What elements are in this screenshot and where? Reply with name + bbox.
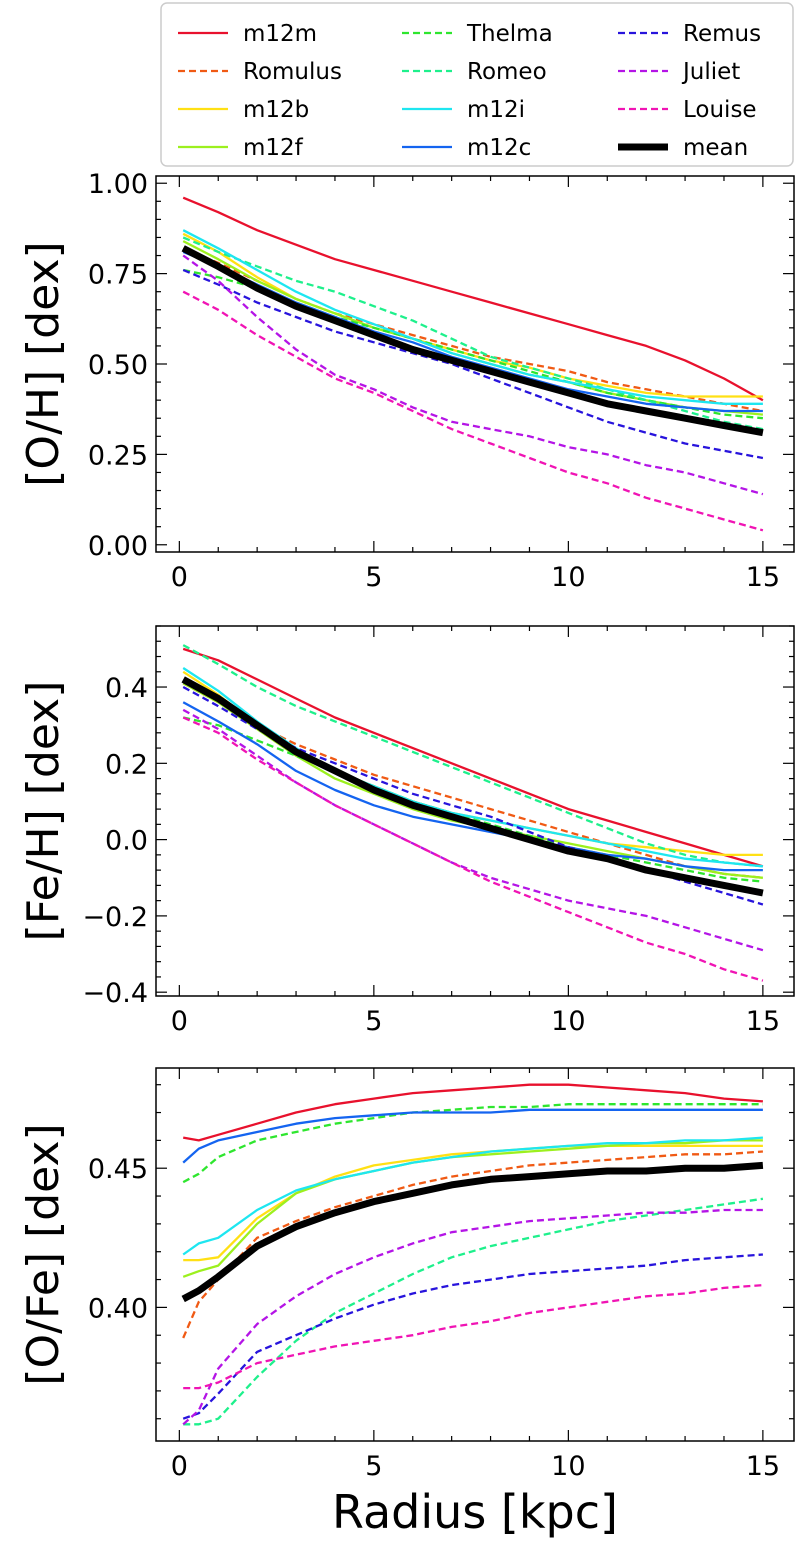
series-layer: [181, 644, 764, 982]
y-tick-label: 0.25: [88, 440, 148, 471]
legend-entry-romulus: Romulus: [178, 59, 342, 85]
x-tick-label: 15: [746, 1451, 780, 1482]
legend-label: mean: [683, 135, 748, 161]
series-line-m12f: [182, 682, 764, 879]
legend-label: Louise: [683, 97, 757, 123]
series-line-louise: [182, 290, 764, 532]
x-tick-label: 10: [551, 1451, 585, 1482]
series-line-romulus: [182, 247, 764, 413]
x-tick-label: 10: [551, 1006, 585, 1037]
legend-label: m12m: [243, 21, 317, 47]
legend-label: m12i: [467, 97, 525, 123]
series-line-thelma: [182, 716, 764, 883]
axes-frame: [155, 1067, 795, 1442]
series-line-juliet: [182, 1208, 763, 1426]
series-line-m12b: [183, 1144, 763, 1262]
panel-2: 0 5 10 15 −0.4 −0.2 0.0 0.2 0.4 [Fe/H] [dex]: [18, 625, 795, 1037]
series-line-romulus: [182, 1150, 763, 1339]
axes-frame: [155, 625, 795, 997]
legend-entry-m12m: m12m: [178, 21, 317, 47]
series-line-m12m: [182, 196, 764, 402]
legend-entry-m12b: m12b: [178, 97, 309, 123]
series-line-juliet: [182, 708, 764, 952]
legend-label: m12c: [467, 135, 531, 161]
series-line-m12m: [182, 647, 764, 868]
y-tick-label: 0.0: [105, 826, 148, 857]
x-tick-label: 15: [746, 1006, 780, 1037]
series-line-louise: [183, 1283, 763, 1390]
legend-entry-romeo: Romeo: [402, 59, 547, 85]
legend-entry-thelma: Thelma: [402, 21, 553, 47]
series-layer: [181, 196, 764, 532]
series-line-romeo: [183, 1197, 764, 1426]
series-line-m12c: [182, 701, 763, 872]
series-line-mean: [181, 245, 764, 437]
series-line-m12c: [182, 1108, 763, 1164]
series-line-remus: [182, 268, 764, 460]
y-tick-label: 0.00: [88, 531, 148, 562]
y-axis-label: [Fe/H] [dex]: [18, 681, 69, 942]
legend-label: Juliet: [681, 59, 740, 85]
legend: m12m Romulus m12b m12f Thelma Romeo m12i m12c Re…: [160, 2, 794, 167]
legend-label: m12f: [243, 135, 304, 161]
x-tick-label: 5: [365, 1006, 382, 1037]
legend-entry-juliet: Juliet: [618, 59, 740, 85]
series-line-mean: [181, 676, 764, 897]
x-tick-label: 5: [365, 562, 382, 593]
legend-entry-m12f: m12f: [178, 135, 304, 161]
y-tick-label: 0.75: [88, 260, 148, 291]
y-tick-label: −0.4: [82, 978, 148, 1009]
x-tick-label: 10: [551, 562, 585, 593]
y-tick-label: 0.4: [105, 673, 148, 704]
legend-entry-m12i: m12i: [402, 97, 525, 123]
series-line-romeo: [182, 644, 764, 868]
legend-frame: [160, 2, 794, 167]
series-line-m12m: [182, 1083, 763, 1142]
x-tick-label: 15: [746, 562, 780, 593]
x-tick-label: 0: [171, 1451, 188, 1482]
y-axis-label: [O/Fe] [dex]: [18, 1123, 69, 1385]
panel-3: 0 5 10 15 0.40 0.45 [O/Fe] [dex] Radius [kpc]: [18, 1067, 795, 1539]
y-tick-label: 1.00: [88, 169, 148, 200]
y-axis-label: [O/H] [dex]: [18, 241, 69, 486]
y-tick-label: 0.2: [105, 749, 148, 780]
y-tick-label: 0.50: [88, 350, 148, 381]
series-line-thelma: [182, 1103, 763, 1184]
series-line-romulus: [182, 682, 764, 879]
y-tick-label: 0.45: [88, 1154, 148, 1185]
series-layer: [181, 1083, 764, 1426]
y-tick-label: −0.2: [82, 902, 148, 933]
x-tick-label: 5: [365, 1451, 382, 1482]
legend-entry-remus: Remus: [618, 21, 761, 47]
series-line-m12i: [182, 229, 763, 405]
y-tick-label: 0.40: [88, 1293, 148, 1324]
x-tick-label: 0: [171, 562, 188, 593]
series-line-m12c: [182, 250, 763, 413]
series-line-m12b: [182, 232, 763, 398]
legend-label: Romulus: [243, 59, 342, 85]
legend-entry-m12c: m12c: [402, 135, 531, 161]
legend-entry-louise: Louise: [618, 97, 757, 123]
legend-label: Romeo: [467, 59, 547, 85]
series-line-juliet: [182, 254, 764, 496]
series-line-m12i: [182, 1136, 763, 1256]
legend-entry-mean: mean: [618, 135, 748, 161]
x-axis-label: Radius [kpc]: [332, 1485, 618, 1539]
series-line-mean: [181, 1161, 764, 1303]
series-line-remus: [182, 1253, 763, 1420]
legend-label: Thelma: [466, 21, 553, 47]
panel-1: 0 5 10 15 0.00 0.25 0.50 0.75 1.00 [O/H] [dex]: [18, 169, 795, 593]
x-tick-label: 0: [171, 1006, 188, 1037]
legend-label: m12b: [243, 97, 309, 123]
legend-label: Remus: [683, 21, 761, 47]
series-line-thelma: [182, 268, 764, 420]
